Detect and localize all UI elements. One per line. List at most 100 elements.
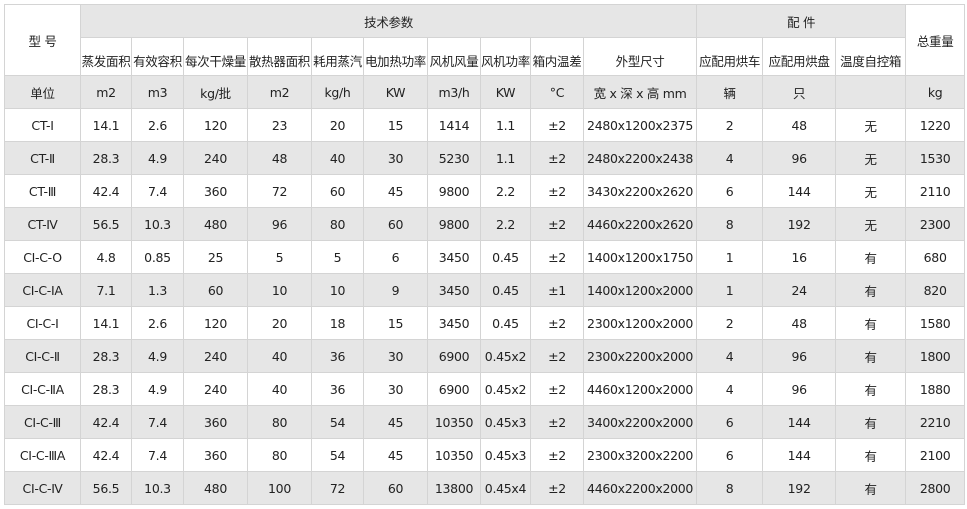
units-label: 单位: [4, 75, 81, 109]
value-cell: 40: [247, 372, 312, 406]
header-row-columns: 蒸发面积 有效容积 每次干燥量 散热器面积 耗用蒸汽 电加热功率 风机风量 风机功率 箱内温差外…: [5, 37, 965, 76]
spec-table: 型 号 技术参数 配 件 总重量 蒸发面积 有效容积 每次干燥量 散热器面积 耗用蒸汽电…: [4, 4, 966, 505]
units-row: 单位 m2 m3 kg/批 m2 kg/h KW m3/h KW °C 宽 x 深 x 高 mm 辆…: [4, 75, 966, 109]
value-cell: ±2: [530, 339, 584, 373]
value-cell: 3450: [427, 240, 481, 274]
value-cell: 45: [363, 405, 428, 439]
value-cell: 14.1: [80, 108, 132, 142]
value-cell: 3430x2200x2620: [582, 174, 698, 208]
table-row: CI-C-Ⅲ 42.4 7.4 360 80 54 45 10350 0.45x3 ±2 3400x…: [4, 405, 966, 439]
model-cell: CI-C-ⅡA: [4, 372, 81, 406]
value-cell: 1580: [905, 306, 966, 340]
value-cell: 54: [311, 438, 364, 472]
value-cell: 72: [311, 471, 364, 505]
value-cell: 120: [183, 306, 248, 340]
value-cell: 3450: [427, 273, 481, 307]
value-cell: ±2: [530, 405, 584, 439]
value-cell: 1530: [905, 141, 966, 175]
value-cell: 72: [247, 174, 312, 208]
value-cell: 有: [835, 372, 907, 406]
value-cell: 5: [311, 240, 364, 274]
column-header: 每次干燥量: [183, 37, 248, 76]
value-cell: 1: [696, 240, 764, 274]
model-cell: CI-C-O: [4, 240, 81, 274]
value-cell: ±2: [530, 471, 584, 505]
value-cell: 96: [247, 207, 312, 241]
value-cell: 144: [762, 438, 837, 472]
column-header: 应配用烘车: [696, 37, 764, 76]
value-cell: 1: [696, 273, 764, 307]
value-cell: 9800: [427, 174, 481, 208]
value-cell: 6900: [427, 372, 481, 406]
unit-cell: 辆: [696, 75, 764, 109]
unit-cell: °C: [530, 75, 584, 109]
model-cell: CI-C-Ⅳ: [4, 471, 81, 505]
value-cell: 42.4: [80, 438, 132, 472]
value-cell: 4.9: [131, 141, 184, 175]
value-cell: 240: [183, 141, 248, 175]
tech-params-header: 技术参数: [79, 4, 698, 38]
value-cell: 10.3: [131, 207, 184, 241]
value-cell: 120: [183, 108, 248, 142]
value-cell: ±2: [530, 174, 584, 208]
model-cell: CI-C-IA: [4, 273, 81, 307]
value-cell: 有: [835, 405, 907, 439]
value-cell: ±2: [530, 207, 584, 241]
value-cell: 7.4: [131, 405, 184, 439]
value-cell: 18: [311, 306, 364, 340]
value-cell: 36: [311, 372, 364, 406]
value-cell: 680: [905, 240, 966, 274]
model-cell: CT-Ⅲ: [4, 174, 81, 208]
value-cell: ±2: [530, 240, 584, 274]
value-cell: 4460x2200x2620: [582, 207, 698, 241]
value-cell: 6: [696, 174, 764, 208]
model-cell: CI-C-ⅢA: [4, 438, 81, 472]
value-cell: 10.3: [131, 471, 184, 505]
unit-cell: KW: [480, 75, 531, 109]
value-cell: 8: [696, 207, 764, 241]
value-cell: 96: [762, 141, 837, 175]
column-header: 蒸发面积: [80, 37, 132, 76]
value-cell: 192: [762, 207, 837, 241]
value-cell: 9: [363, 273, 428, 307]
value-cell: ±2: [530, 306, 584, 340]
value-cell: 30: [363, 141, 428, 175]
column-header: 风机风量: [427, 37, 481, 76]
value-cell: 144: [762, 405, 837, 439]
value-cell: 30: [363, 372, 428, 406]
value-cell: 2480x2200x2438: [582, 141, 698, 175]
value-cell: 60: [183, 273, 248, 307]
value-cell: 60: [363, 207, 428, 241]
value-cell: 24: [762, 273, 837, 307]
unit-cell: m3: [131, 75, 184, 109]
value-cell: 8: [696, 471, 764, 505]
value-cell: 2800: [905, 471, 966, 505]
value-cell: 7.4: [131, 438, 184, 472]
value-cell: 1.1: [480, 141, 531, 175]
table-row: CI-C-ⅢA 42.4 7.4 360 80 54 45 10350 0.45x3 ±2 2300…: [4, 438, 966, 472]
value-cell: 5: [247, 240, 312, 274]
value-cell: 2300x2200x2000: [582, 339, 698, 373]
unit-cell: kg/批: [183, 75, 248, 109]
value-cell: 45: [363, 438, 428, 472]
model-cell: CT-Ⅱ: [4, 141, 81, 175]
value-cell: 360: [183, 174, 248, 208]
parts-header: 配 件: [696, 4, 907, 38]
unit-cell: kg/h: [311, 75, 364, 109]
value-cell: 1880: [905, 372, 966, 406]
value-cell: 480: [183, 471, 248, 505]
value-cell: 0.45x3: [480, 405, 531, 439]
value-cell: 10: [311, 273, 364, 307]
value-cell: 48: [762, 306, 837, 340]
column-header: 散热器面积: [247, 37, 312, 76]
value-cell: 16: [762, 240, 837, 274]
value-cell: 48: [762, 108, 837, 142]
value-cell: 4: [696, 141, 764, 175]
unit-cell: KW: [363, 75, 428, 109]
value-cell: 0.85: [131, 240, 184, 274]
value-cell: 4: [696, 339, 764, 373]
value-cell: 6: [696, 405, 764, 439]
table-row: CI-C-O 4.8 0.85 25 5 5 6 3450 0.45 ±2 1400x1200x17…: [4, 240, 966, 274]
value-cell: 0.45x2: [480, 339, 531, 373]
column-header: 电加热功率: [363, 37, 428, 76]
